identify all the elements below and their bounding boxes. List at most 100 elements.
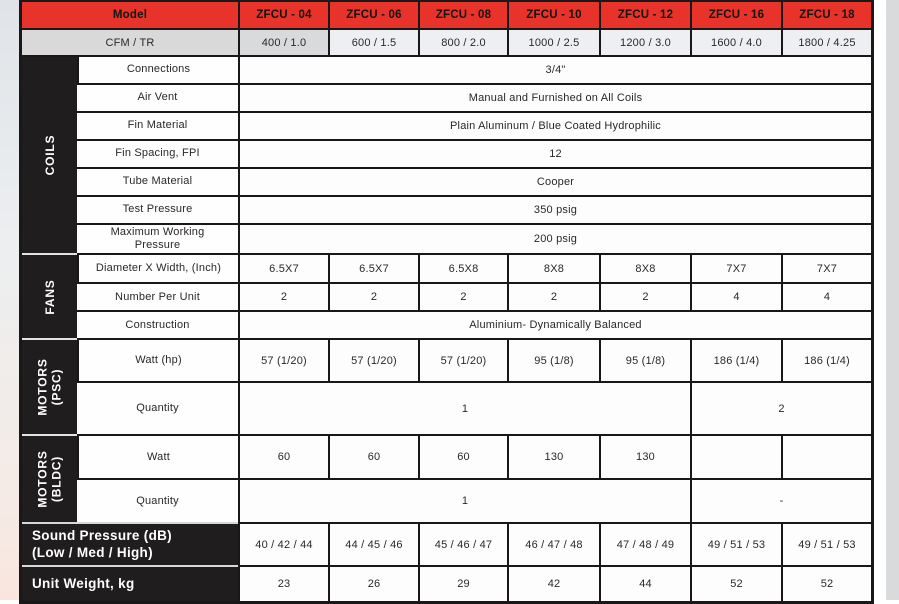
param-label: Test Pressure [77, 195, 239, 223]
param-label: Air Vent [77, 83, 239, 111]
spec-value: 200 psig [238, 223, 872, 254]
spec-value: 350 psig [238, 195, 872, 223]
param-label: Connections [77, 55, 239, 83]
coils-section-header: COILS [22, 55, 77, 254]
fans-section-label: FANS [42, 279, 57, 315]
spec-value: 26 [328, 565, 419, 602]
spec-value: 44 / 45 / 46 [328, 522, 419, 566]
spec-value: 2 [599, 282, 691, 311]
spec-value: 45 / 46 / 47 [418, 522, 508, 566]
param-label: Watt (hp) [77, 338, 239, 382]
spec-value: 23 [238, 565, 329, 602]
unit-weight-label: Unit Weight, kg [22, 565, 239, 602]
coils-row: Fin Spacing, FPI 12 [22, 139, 872, 167]
spec-value: Manual and Furnished on All Coils [238, 83, 872, 111]
cfm-value: 1600 / 4.0 [690, 28, 782, 55]
spec-value: 7X7 [690, 253, 782, 283]
spec-value: 57 (1/20) [238, 338, 329, 382]
spec-value: 60 [418, 434, 508, 479]
param-label: Number Per Unit [77, 282, 239, 311]
cfm-value: 1800 / 4.25 [781, 28, 872, 55]
spec-value: 44 [599, 565, 691, 602]
spec-value: 29 [418, 565, 508, 602]
coils-row: COILS Connections 3/4" [22, 55, 872, 254]
motors-psc-section-label: MOTORS (PSC) [35, 358, 64, 416]
spec-value: 2 [690, 381, 872, 435]
spec-value: 4 [781, 282, 872, 311]
spec-value: 6.5X8 [418, 253, 508, 283]
spec-table: Model ZFCU - 04 ZFCU - 06 ZFCU - 08 ZFCU… [19, 0, 875, 604]
spec-value: 12 [238, 139, 872, 167]
param-label: Quantity [77, 478, 239, 523]
param-label: Fin Spacing, FPI [77, 139, 239, 167]
cfm-value: 1000 / 2.5 [507, 28, 600, 55]
spec-value: 49 / 51 / 53 [690, 522, 782, 566]
spec-value: 6.5X7 [328, 253, 419, 283]
spec-value: 52 [781, 565, 872, 602]
spec-value: 57 (1/20) [418, 338, 508, 382]
spec-value: Plain Aluminum / Blue Coated Hydrophilic [238, 111, 872, 139]
cfm-tr-label: CFM / TR [22, 28, 239, 55]
model-col-header: ZFCU - 18 [781, 2, 872, 28]
param-label: Watt [77, 434, 239, 479]
model-col-header: ZFCU - 04 [238, 2, 329, 28]
model-col-header: ZFCU - 10 [507, 2, 600, 28]
spec-value: Aluminium- Dynamically Balanced [238, 310, 872, 339]
spec-value: 7X7 [781, 253, 872, 283]
spec-value: Cooper [238, 167, 872, 195]
cfm-value: 800 / 2.0 [418, 28, 508, 55]
fans-section-header: FANS [22, 253, 77, 339]
coils-row: Test Pressure 350 psig [22, 195, 872, 223]
page-left-margin [0, 0, 19, 600]
spec-value: 2 [507, 282, 600, 311]
spec-value: 95 (1/8) [507, 338, 600, 382]
param-label: Diameter X Width, (Inch) [77, 253, 239, 283]
coils-section-label: COILS [42, 134, 57, 176]
motors-bldc-section-header: MOTORS (BLDC) [22, 434, 77, 523]
cfm-value: 1200 / 3.0 [599, 28, 691, 55]
motors-bldc-row: Quantity 1 - [22, 478, 872, 523]
motors-bldc-row: MOTORS (BLDC) Watt 60 60 60 130 130 [22, 434, 872, 523]
spec-value: 60 [238, 434, 329, 479]
param-label: Maximum Working Pressure [77, 223, 239, 254]
spec-value: 8X8 [599, 253, 691, 283]
spec-value: 186 (1/4) [781, 338, 872, 382]
spec-value: - [690, 478, 872, 523]
spec-value: 2 [238, 282, 329, 311]
model-header-row: Model ZFCU - 04 ZFCU - 06 ZFCU - 08 ZFCU… [22, 2, 872, 28]
spec-value: 60 [328, 434, 419, 479]
spec-value: 186 (1/4) [690, 338, 782, 382]
motors-psc-row: Quantity 1 2 [22, 381, 872, 435]
motors-psc-row: MOTORS (PSC) Watt (hp) 57 (1/20) 57 (1/2… [22, 338, 872, 435]
model-col-header: ZFCU - 12 [599, 2, 691, 28]
cfm-value: 400 / 1.0 [238, 28, 329, 55]
model-col-header: ZFCU - 16 [690, 2, 782, 28]
spec-value: 40 / 42 / 44 [238, 522, 329, 566]
coils-row: Tube Material Cooper [22, 167, 872, 195]
spec-value: 6.5X7 [238, 253, 329, 283]
spec-value: 3/4" [238, 55, 872, 83]
param-label: Tube Material [77, 167, 239, 195]
spec-value: 4 [690, 282, 782, 311]
motors-psc-section-header: MOTORS (PSC) [22, 338, 77, 435]
cfm-value: 600 / 1.5 [328, 28, 419, 55]
spec-value: 1 [238, 478, 691, 523]
page-right-margin [886, 0, 899, 600]
spec-value: 46 / 47 / 48 [507, 522, 600, 566]
spec-value-empty [690, 434, 782, 479]
param-label: Quantity [77, 381, 239, 435]
unit-weight-row: Unit Weight, kg 23 26 29 42 44 52 52 [22, 565, 872, 602]
spec-value-empty [781, 434, 872, 479]
motors-bldc-section-label: MOTORS (BLDC) [35, 450, 64, 508]
model-header-label: Model [22, 2, 239, 28]
spec-value: 49 / 51 / 53 [781, 522, 872, 566]
spec-value: 57 (1/20) [328, 338, 419, 382]
coils-row: Maximum Working Pressure 200 psig [22, 223, 872, 254]
cfm-tr-row: CFM / TR 400 / 1.0 600 / 1.5 800 / 2.0 1… [22, 28, 872, 55]
coils-row: Fin Material Plain Aluminum / Blue Coate… [22, 111, 872, 139]
model-col-header: ZFCU - 08 [418, 2, 508, 28]
spec-value: 1 [238, 381, 691, 435]
param-label: Construction [77, 310, 239, 339]
coils-row: Air Vent Manual and Furnished on All Coi… [22, 83, 872, 111]
spec-value: 130 [599, 434, 691, 479]
